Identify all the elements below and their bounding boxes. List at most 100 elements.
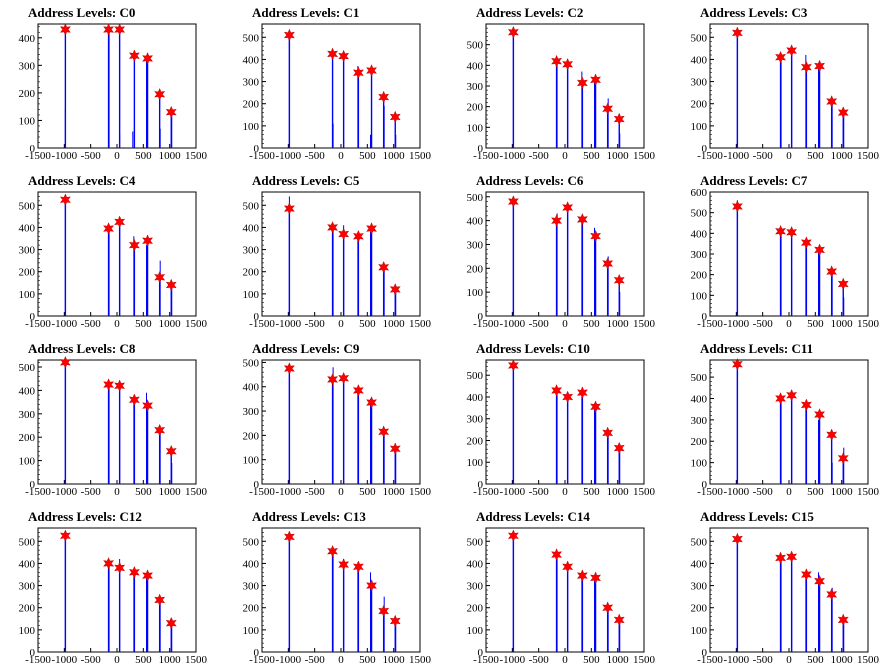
y-tick-label: 200 — [243, 267, 260, 279]
star-marker — [837, 277, 849, 291]
star-marker — [837, 106, 849, 119]
star-marker — [103, 378, 115, 391]
star-marker — [378, 604, 390, 618]
star-marker — [142, 52, 154, 65]
star-marker — [814, 59, 826, 73]
chart-svg: 0 100 200 300 400 500 -1500 -1000 -500 0 500 1000 15… — [243, 23, 432, 162]
y-tick-label: 100 — [19, 625, 36, 637]
star-marker — [165, 444, 177, 458]
x-tick-label: 500 — [807, 654, 824, 666]
star-marker — [352, 229, 364, 243]
x-tick-label: 1000 — [607, 318, 630, 330]
chart-panel: Address Levels: C1 0 100 200 300 400 500 -1500-… — [224, 0, 448, 168]
star-marker — [338, 49, 350, 63]
y-tick-label: 200 — [19, 603, 36, 615]
chart-panel: Address Levels: C14 0 100 200 300 400 500 -1500… — [448, 504, 672, 672]
y-tick-label: 200 — [691, 270, 708, 282]
y-tick-label: 100 — [467, 625, 484, 637]
star-marker — [366, 396, 378, 409]
star-marker — [378, 90, 390, 104]
chart-svg: 0 100 200 300 400 500 -1500 -1000 -500 0 500 1000 15… — [467, 359, 656, 498]
y-tick-label: 0 — [478, 479, 484, 491]
x-tick-label: -1500 — [249, 486, 275, 498]
star-marker — [165, 616, 177, 630]
x-tick-label: 0 — [114, 318, 120, 330]
y-tick-label: 500 — [691, 372, 708, 384]
star-marker — [352, 384, 364, 397]
x-tick-label: -1000 — [499, 654, 525, 666]
star-marker — [731, 200, 743, 213]
x-tick-label: 0 — [114, 150, 120, 162]
x-tick-label: 0 — [786, 150, 792, 162]
y-tick-label: 200 — [19, 432, 36, 444]
chart-svg: 0 100 200 300 400 500 -1500 -1000 -500 0 500 1000 15… — [243, 527, 432, 666]
x-tick-label: -1000 — [275, 486, 301, 498]
y-tick-label: 400 — [19, 385, 36, 397]
x-tick-label: 1000 — [607, 150, 630, 162]
star-marker — [338, 558, 350, 571]
star-marker — [114, 561, 126, 575]
y-tick-label: 100 — [243, 289, 260, 301]
plot-frame — [485, 23, 645, 149]
x-tick-label: 1500 — [633, 150, 656, 162]
star-marker — [366, 579, 378, 592]
chart-panel: Address Levels: C11 0 100 200 300 400 500 -1500… — [672, 336, 896, 504]
star-marker — [378, 260, 390, 274]
y-tick-label: 500 — [19, 362, 36, 374]
x-tick-label: 1500 — [409, 486, 432, 498]
plot-frame — [485, 527, 645, 653]
star-marker — [800, 60, 812, 74]
x-tick-label: 1000 — [159, 486, 182, 498]
x-tick-label: 1000 — [159, 318, 182, 330]
y-tick-label: 100 — [19, 456, 36, 468]
star-marker — [775, 224, 787, 238]
star-marker — [165, 105, 177, 119]
chart-panel: Address Levels: C8 0 100 200 300 400 500 -1500-… — [0, 336, 224, 504]
y-tick-label: 0 — [30, 143, 36, 155]
star-marker — [59, 356, 71, 369]
chart-title: Address Levels: C10 — [476, 341, 590, 356]
x-tick-label: -500 — [81, 150, 102, 162]
star-marker — [154, 270, 166, 284]
star-marker — [389, 110, 401, 124]
star-marker — [800, 568, 812, 581]
x-tick-label: -500 — [305, 654, 326, 666]
star-marker — [154, 593, 166, 607]
x-tick-label: 0 — [338, 150, 344, 162]
y-tick-label: 400 — [19, 33, 36, 45]
x-tick-label: 1000 — [831, 150, 854, 162]
x-tick-label: 0 — [338, 654, 344, 666]
x-tick-label: 0 — [562, 318, 568, 330]
x-tick-label: -1000 — [51, 150, 77, 162]
chart-title: Address Levels: C12 — [28, 509, 142, 524]
y-tick-label: 200 — [691, 99, 708, 111]
y-tick-label: 500 — [19, 200, 36, 212]
x-tick-label: -1000 — [275, 654, 301, 666]
star-marker — [800, 236, 812, 249]
chart-svg: 0 100 200 300 400 500 600 -1500 -1000 -500 0 500 100… — [691, 187, 880, 330]
star-marker — [283, 530, 295, 544]
y-tick-label: 300 — [691, 415, 708, 427]
star-marker — [613, 273, 625, 287]
star-marker — [800, 398, 812, 412]
x-tick-label: -1000 — [499, 318, 525, 330]
y-tick-label: 200 — [467, 603, 484, 615]
y-tick-label: 0 — [702, 647, 708, 659]
y-tick-label: 400 — [243, 382, 260, 394]
chart-title: Address Levels: C14 — [476, 509, 590, 524]
y-tick-label: 400 — [467, 60, 484, 72]
chart-svg: 0 100 200 300 400 500 -1500 -1000 -500 0 500 1000 15… — [19, 356, 208, 498]
star-marker — [602, 601, 614, 615]
y-tick-label: 300 — [467, 414, 484, 426]
chart-panel: Address Levels: C5 0 100 200 300 400 500 -1500-… — [224, 168, 448, 336]
x-tick-label: -500 — [305, 486, 326, 498]
y-tick-label: 0 — [254, 311, 260, 323]
star-marker — [154, 423, 166, 437]
plot-frame — [37, 527, 197, 653]
plot-frame — [709, 23, 869, 149]
star-marker — [814, 408, 826, 421]
x-tick-label: -1500 — [473, 486, 499, 498]
chart-title: Address Levels: C11 — [700, 341, 814, 356]
star-marker — [814, 574, 826, 588]
